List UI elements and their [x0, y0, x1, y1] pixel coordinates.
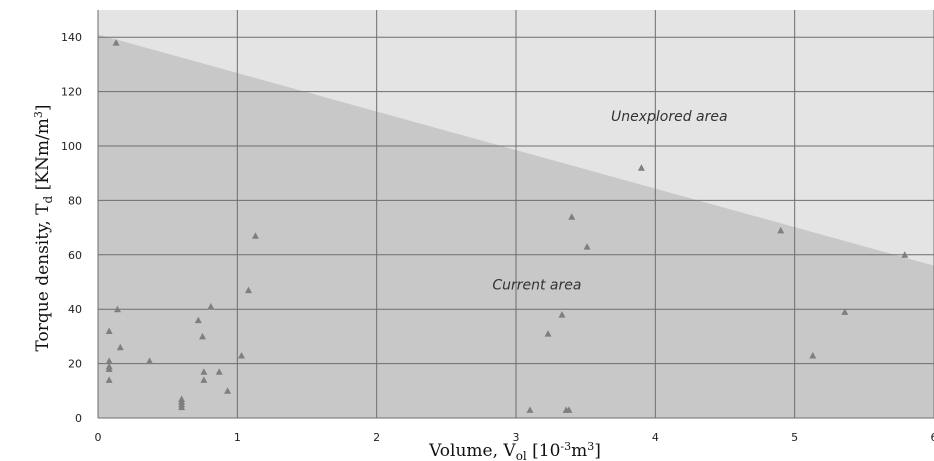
- data-point-marker: [637, 164, 645, 171]
- data-point-marker: [178, 403, 186, 411]
- data-point-marker: [238, 351, 246, 359]
- data-point-marker: [105, 327, 113, 334]
- data-point-marker: [112, 39, 120, 46]
- data-point-marker: [224, 387, 232, 394]
- data-point-marker: [244, 286, 252, 294]
- data-point-marker: [777, 226, 785, 234]
- x-tick-label: 2: [373, 431, 380, 444]
- data-point-marker: [105, 357, 113, 364]
- x-tick-label: 4: [652, 431, 659, 444]
- data-point-marker: [565, 406, 573, 413]
- data-point-marker: [568, 213, 576, 220]
- y-tick-label: 60: [68, 249, 82, 262]
- data-points: [105, 39, 909, 413]
- data-point-marker: [194, 316, 202, 324]
- data-point-marker: [200, 376, 208, 383]
- data-point-marker: [146, 357, 154, 364]
- data-point-marker: [200, 368, 208, 375]
- x-tick-label: 1: [234, 431, 241, 444]
- y-tick-label: 80: [68, 194, 82, 207]
- data-point-marker: [105, 376, 113, 383]
- gridlines: [97, 10, 934, 419]
- x-tick-label: 5: [791, 431, 798, 444]
- y-tick-labels: 0 20 40 60 80 100 120 140: [61, 31, 82, 425]
- y-tick-label: 20: [68, 358, 82, 371]
- data-point-marker: [583, 243, 591, 250]
- data-point-marker: [841, 308, 849, 315]
- data-point-marker: [526, 406, 534, 413]
- data-point-marker: [901, 251, 909, 258]
- y-tick-label: 0: [75, 412, 82, 425]
- data-point-marker: [105, 365, 113, 373]
- x-tick-label: 0: [95, 431, 102, 444]
- y-axis-title: Torque density, Td [KNm/m3]: [32, 105, 55, 352]
- x-axis-title: Volume, Vol [10-3m3]: [428, 440, 601, 461]
- region-label-unexplored: Unexplored area: [611, 109, 728, 125]
- data-point-marker: [116, 343, 124, 351]
- x-tick-labels: 0 1 2 3 4 5 6: [95, 431, 934, 444]
- x-tick-label: 3: [513, 431, 520, 444]
- x-tick-label: 6: [931, 431, 934, 444]
- data-point-marker: [809, 351, 817, 359]
- data-point-marker: [558, 311, 566, 318]
- data-point-marker: [251, 232, 259, 239]
- y-tick-label: 40: [68, 303, 82, 316]
- data-point-marker: [114, 305, 122, 313]
- y-tick-label: 140: [61, 31, 82, 44]
- y-tick-label: 120: [61, 86, 82, 99]
- data-point-marker: [207, 302, 215, 310]
- y-tick-label: 100: [61, 140, 82, 153]
- data-point-marker: [215, 368, 223, 375]
- data-point-marker: [199, 332, 206, 340]
- data-point-marker: [544, 330, 552, 337]
- region-label-current: Current area: [492, 278, 581, 294]
